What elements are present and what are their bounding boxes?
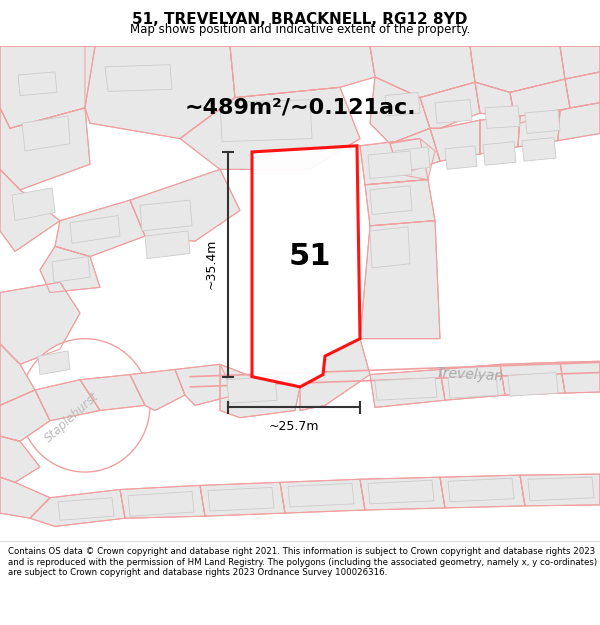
Polygon shape <box>85 46 235 139</box>
Polygon shape <box>558 102 600 141</box>
Polygon shape <box>230 46 375 98</box>
Polygon shape <box>12 188 55 221</box>
Polygon shape <box>385 92 420 116</box>
Polygon shape <box>565 72 600 107</box>
Polygon shape <box>105 65 172 91</box>
Polygon shape <box>58 498 114 520</box>
Polygon shape <box>0 478 50 518</box>
Polygon shape <box>448 374 498 398</box>
Polygon shape <box>35 380 100 421</box>
Text: ~489m²/~0.121ac.: ~489m²/~0.121ac. <box>184 98 416 118</box>
Polygon shape <box>175 364 235 406</box>
Text: ~35.4m: ~35.4m <box>205 239 218 289</box>
Polygon shape <box>120 486 205 518</box>
Polygon shape <box>560 361 600 393</box>
Polygon shape <box>52 257 90 282</box>
Polygon shape <box>227 377 277 403</box>
Polygon shape <box>375 378 437 400</box>
Polygon shape <box>208 488 274 511</box>
Polygon shape <box>370 186 412 214</box>
Polygon shape <box>420 82 480 128</box>
Circle shape <box>20 339 150 472</box>
Polygon shape <box>360 221 440 339</box>
Polygon shape <box>485 106 520 128</box>
Polygon shape <box>510 79 570 123</box>
Polygon shape <box>448 478 514 502</box>
Polygon shape <box>22 116 70 151</box>
Text: 51: 51 <box>289 242 331 271</box>
Polygon shape <box>252 146 360 387</box>
Polygon shape <box>390 139 435 179</box>
Polygon shape <box>80 374 145 411</box>
Polygon shape <box>560 46 600 79</box>
Polygon shape <box>200 482 285 516</box>
Polygon shape <box>430 120 480 161</box>
Polygon shape <box>0 46 95 128</box>
Polygon shape <box>528 478 594 501</box>
Polygon shape <box>140 200 192 231</box>
Polygon shape <box>0 169 60 251</box>
Polygon shape <box>128 491 194 516</box>
Text: Map shows position and indicative extent of the property.: Map shows position and indicative extent… <box>130 23 470 36</box>
Polygon shape <box>522 138 556 161</box>
Polygon shape <box>18 72 57 96</box>
Polygon shape <box>370 369 445 408</box>
Polygon shape <box>55 200 145 257</box>
Polygon shape <box>220 364 300 418</box>
Polygon shape <box>0 390 50 441</box>
Polygon shape <box>483 142 516 165</box>
Polygon shape <box>518 110 560 147</box>
Polygon shape <box>220 99 312 142</box>
Polygon shape <box>440 475 525 508</box>
Polygon shape <box>0 436 40 482</box>
Polygon shape <box>370 77 430 144</box>
Polygon shape <box>360 139 428 185</box>
Polygon shape <box>445 146 477 169</box>
Polygon shape <box>40 246 100 292</box>
Polygon shape <box>508 372 558 396</box>
Polygon shape <box>520 474 600 506</box>
Polygon shape <box>360 478 445 510</box>
Polygon shape <box>390 128 440 174</box>
Polygon shape <box>370 227 410 268</box>
Polygon shape <box>395 147 430 171</box>
Polygon shape <box>440 364 505 400</box>
Polygon shape <box>70 216 120 243</box>
Polygon shape <box>368 480 434 504</box>
Polygon shape <box>435 99 472 123</box>
Polygon shape <box>525 110 560 134</box>
Polygon shape <box>0 344 35 406</box>
Polygon shape <box>365 179 435 226</box>
Polygon shape <box>288 483 354 507</box>
Polygon shape <box>145 231 190 259</box>
Polygon shape <box>480 116 520 154</box>
Polygon shape <box>300 339 370 411</box>
Text: Trevelyan: Trevelyan <box>436 366 504 383</box>
Text: ~25.7m: ~25.7m <box>269 420 319 432</box>
Polygon shape <box>500 362 565 395</box>
Polygon shape <box>475 82 515 120</box>
Text: 51, TREVELYAN, BRACKNELL, RG12 8YD: 51, TREVELYAN, BRACKNELL, RG12 8YD <box>133 11 467 26</box>
Polygon shape <box>180 88 360 169</box>
Text: Contains OS data © Crown copyright and database right 2021. This information is : Contains OS data © Crown copyright and d… <box>8 548 598 577</box>
Polygon shape <box>470 46 565 92</box>
Polygon shape <box>130 169 240 241</box>
Polygon shape <box>0 107 90 190</box>
Polygon shape <box>368 151 412 179</box>
Polygon shape <box>370 46 475 98</box>
Polygon shape <box>30 489 125 526</box>
Polygon shape <box>130 369 185 411</box>
Polygon shape <box>0 282 80 364</box>
Text: Staplehurst: Staplehurst <box>43 390 101 445</box>
Polygon shape <box>280 479 365 513</box>
Polygon shape <box>38 351 70 374</box>
